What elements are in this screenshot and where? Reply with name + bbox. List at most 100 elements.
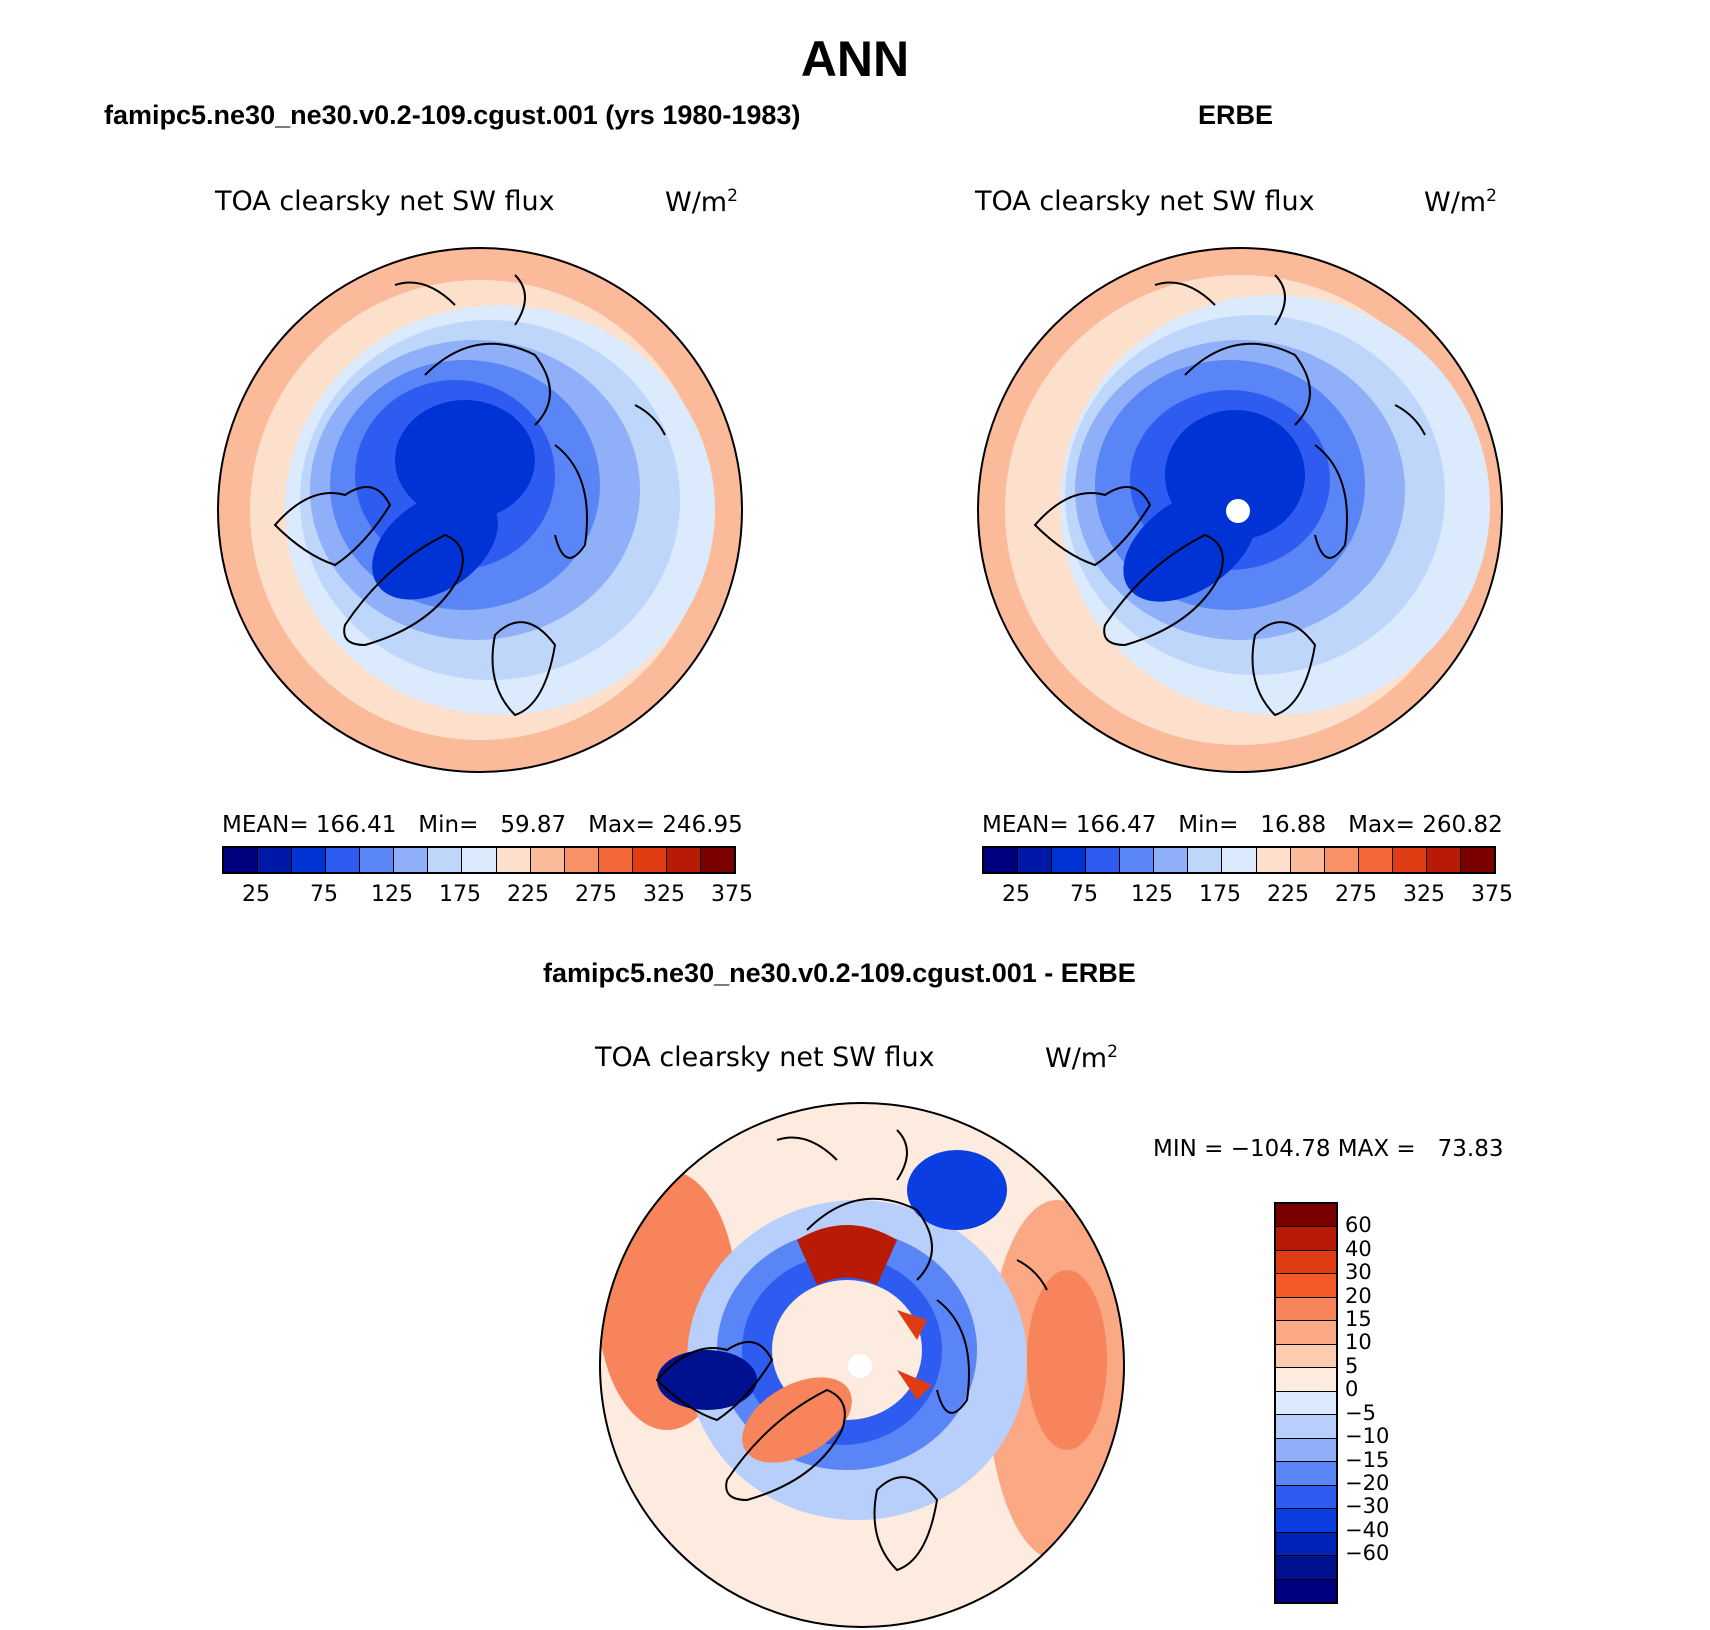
panel2-stats: MEAN= 166.47 Min= 16.88 Max= 260.82 (982, 812, 1503, 838)
colorbar-tick-label: 275 (1335, 882, 1377, 907)
colorbar-swatch (564, 848, 599, 872)
colorbar-swatch (1276, 1321, 1336, 1345)
colorbar-level-label: −5 (1345, 1400, 1376, 1425)
colorbar-tick-label: 325 (1403, 882, 1445, 907)
colorbar-swatch (1222, 848, 1257, 872)
colorbar-level-label: −15 (1345, 1447, 1390, 1472)
colorbar-tick-label: 375 (711, 882, 753, 907)
panel2-colorbar (982, 846, 1496, 874)
colorbar-swatch (1120, 848, 1155, 872)
colorbar-swatch (1276, 1391, 1336, 1416)
colorbar-level-label: −30 (1345, 1494, 1390, 1519)
colorbar-swatch (1290, 848, 1325, 872)
panel1-colorbar (222, 846, 736, 874)
colorbar-swatch (496, 848, 531, 872)
colorbar-swatch (224, 848, 259, 872)
colorbar-tick-label: 25 (242, 882, 270, 907)
colorbar-swatch (1276, 1250, 1336, 1275)
colorbar-level-label: 60 (1345, 1213, 1372, 1238)
panel2-subtitle: TOA clearsky net SW flux (975, 186, 1315, 217)
colorbar-tick-label: 75 (310, 882, 338, 907)
colorbar-swatch (1426, 848, 1461, 872)
colorbar-level-label: −10 (1345, 1424, 1390, 1449)
colorbar-swatch (1276, 1532, 1336, 1557)
colorbar-tick-label: 75 (1070, 882, 1098, 907)
colorbar-tick-label: 175 (1199, 882, 1241, 907)
colorbar-tick-label: 175 (439, 882, 481, 907)
panel3-heading: famipc5.ne30_ne30.v0.2-109.cgust.001 - E… (543, 958, 1136, 988)
colorbar-tick-label: 125 (1131, 882, 1173, 907)
colorbar-swatch (666, 848, 701, 872)
colorbar-swatch (598, 848, 633, 872)
colorbar-swatch (428, 848, 463, 872)
colorbar-swatch (1276, 1344, 1336, 1369)
panel1-polar-map (217, 247, 743, 773)
colorbar-swatch (1154, 848, 1189, 872)
panel3-units: W/m2 (1045, 1042, 1118, 1074)
colorbar-level-label: −40 (1345, 1517, 1390, 1542)
panel3-polar-map (599, 1102, 1125, 1628)
colorbar-swatch (1086, 848, 1121, 872)
colorbar-swatch (1324, 848, 1359, 872)
colorbar-swatch (1276, 1204, 1336, 1228)
colorbar-swatch (326, 848, 361, 872)
colorbar-level-label: 20 (1345, 1283, 1372, 1308)
colorbar-tick-label: 125 (371, 882, 413, 907)
figure-title: ANN (800, 31, 910, 87)
colorbar-level-label: 15 (1345, 1307, 1372, 1332)
colorbar-swatch (1276, 1227, 1336, 1251)
colorbar-swatch (984, 848, 1019, 872)
colorbar-swatch (1188, 848, 1223, 872)
colorbar-swatch (1392, 848, 1427, 872)
colorbar-swatch (360, 848, 395, 872)
colorbar-swatch (1018, 848, 1053, 872)
colorbar-swatch (1276, 1485, 1336, 1510)
colorbar-swatch (1460, 848, 1494, 872)
colorbar-swatch (700, 848, 734, 872)
colorbar-swatch (1358, 848, 1393, 872)
colorbar-swatch (1276, 1368, 1336, 1392)
colorbar-level-label: −60 (1345, 1541, 1390, 1566)
panel1-subtitle: TOA clearsky net SW flux (215, 186, 555, 217)
panel1-units: W/m2 (665, 186, 738, 218)
panel3-colorbar (1274, 1202, 1338, 1604)
colorbar-swatch (1276, 1462, 1336, 1486)
colorbar-swatch (1276, 1509, 1336, 1533)
colorbar-swatch (1052, 848, 1087, 872)
colorbar-level-label: 5 (1345, 1353, 1359, 1378)
colorbar-level-label: −20 (1345, 1470, 1390, 1495)
colorbar-tick-label: 275 (575, 882, 617, 907)
colorbar-tick-label: 325 (643, 882, 685, 907)
colorbar-tick-label: 225 (507, 882, 549, 907)
panel1-heading: famipc5.ne30_ne30.v0.2-109.cgust.001 (yr… (104, 100, 801, 130)
colorbar-swatch (1276, 1297, 1336, 1322)
panel3-colorbar-labels: 60 40 30 20 15 10 5 0 −5 −10 −15 −20 −30 −40 −60 (1345, 1202, 1425, 1600)
colorbar-swatch (292, 848, 327, 872)
colorbar-tick-label: 225 (1267, 882, 1309, 907)
colorbar-swatch (1276, 1274, 1336, 1298)
colorbar-swatch (1276, 1579, 1336, 1602)
panel3-minmax: MIN = −104.78 MAX = 73.83 (1153, 1136, 1504, 1162)
panel2-colorbar-ticks: 25 75 125 175 225 275 325 375 (982, 882, 1513, 910)
colorbar-swatch (1276, 1415, 1336, 1439)
panel2-polar-map (977, 247, 1503, 773)
colorbar-swatch (462, 848, 497, 872)
colorbar-tick-label: 25 (1002, 882, 1030, 907)
colorbar-tick-label: 375 (1471, 882, 1513, 907)
panel1-stats: MEAN= 166.41 Min= 59.87 Max= 246.95 (222, 812, 743, 838)
colorbar-swatch (1256, 848, 1291, 872)
colorbar-level-label: 40 (1345, 1236, 1372, 1261)
colorbar-swatch (1276, 1438, 1336, 1463)
panel2-heading: ERBE (1198, 100, 1274, 130)
panel3-subtitle: TOA clearsky net SW flux (595, 1042, 935, 1073)
colorbar-level-label: 30 (1345, 1260, 1372, 1285)
colorbar-level-label: 0 (1345, 1377, 1359, 1402)
colorbar-swatch (394, 848, 429, 872)
colorbar-swatch (258, 848, 293, 872)
colorbar-swatch (1276, 1556, 1336, 1580)
colorbar-swatch (632, 848, 667, 872)
colorbar-level-label: 10 (1345, 1330, 1372, 1355)
panel1-colorbar-ticks: 25 75 125 175 225 275 325 375 (222, 882, 753, 910)
colorbar-swatch (530, 848, 565, 872)
panel2-units: W/m2 (1424, 186, 1497, 218)
